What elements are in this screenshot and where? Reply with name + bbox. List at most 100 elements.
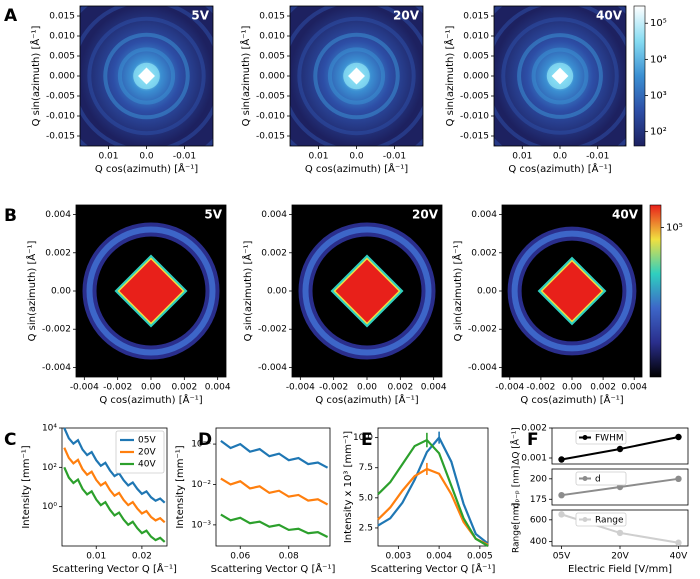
legend-marker [582,435,588,440]
legend-label: 05V [138,436,156,446]
scattering-ring [297,16,416,136]
x-axis-label: Q cos(azimuth) [Å⁻¹] [305,162,408,175]
y-tick-label: 10⁴ [42,424,57,434]
y-tick-label: 10⁻² [191,480,211,490]
colorbar-tick-label: 10⁴ [650,54,667,65]
plot-frame [551,427,689,465]
y-tick-label: 0.015 [49,12,75,22]
x-tick-label: 0.002 [387,383,413,393]
x-tick-label: -0.002 [319,383,348,393]
y-axis-label: dₚ₋ₚ [nm] [512,466,522,509]
y-tick-label: 0.000 [259,72,285,82]
data-line [377,438,489,547]
scattering-ring [501,17,619,135]
y-tick-label: 2.5 [359,523,373,533]
plot-frame [215,427,331,547]
x-tick-label: 40V [670,552,688,562]
y-tick-label: -0.015 [46,132,75,142]
x-tick-label: -0.004 [286,383,315,393]
x-tick-label: 0.0 [349,152,364,162]
heatmap-image [76,205,226,377]
y-tick-label: 10² [42,463,57,473]
y-tick-label: -0.005 [256,92,285,102]
x-axis-label: Scattering Vector Q [Å⁻¹] [211,562,336,575]
scattering-ring-core [86,226,216,356]
y-tick-label: -0.015 [256,132,285,142]
x-axis-label: Electric Field [V/mm] [568,564,672,575]
y-tick-label: 0.002 [471,248,497,258]
panel-label: E [361,430,373,450]
y-tick-label: 200 [530,474,547,484]
legend-marker [582,476,588,481]
colorbar-tick-label: 10³ [650,90,667,101]
x-tick-label: 0.01 [512,152,532,162]
center-peak [542,261,602,321]
y-tick-label: -0.010 [46,112,75,122]
data-point [675,433,682,441]
y-axis-label: ΔQ [Å⁻¹] [510,427,522,465]
data-point [558,456,565,463]
x-tick-label: 0.06 [230,552,250,562]
plot-frame [61,427,168,547]
center-peak [119,259,183,323]
x-tick-label: 0.08 [279,552,299,562]
heatmap-image [292,205,442,377]
y-tick-label: 7.5 [359,463,373,473]
x-tick-label: -0.01 [173,152,196,162]
x-tick-label: 0.01 [308,152,328,162]
data-point [675,475,682,483]
x-tick-label: 0.005 [467,552,493,562]
data-line [63,427,166,504]
y-tick-label: 175 [530,495,547,505]
x-tick-label: 20V [611,552,629,562]
y-tick-label: -0.005 [46,92,75,102]
y-tick-label: -0.002 [258,325,287,335]
scattering-ring [531,47,589,105]
scattering-ring [327,47,386,105]
x-axis-label: Q cos(azimuth) [Å⁻¹] [95,162,198,175]
data-line [220,513,329,539]
legend-label: 20V [138,448,156,458]
data-line [63,447,166,524]
y-tick-label: 10⁰ [42,502,57,512]
x-tick-label: 0.00 [141,383,161,393]
panel-label: A [4,6,18,26]
legend-label: FWHM [595,434,624,444]
x-tick-label: 0.0 [139,152,154,162]
beam-stop [138,67,155,85]
y-axis-label: Q sin(azimuth) [Å⁻¹] [241,241,254,342]
data-point [616,529,624,537]
heatmap-image [494,6,626,146]
colorbar-tick-label: 10⁵ [666,223,683,234]
heatmap-image [502,205,642,377]
y-tick-label: 0.015 [463,12,489,22]
data-line [63,466,166,543]
x-tick-label: 0.004 [421,383,447,393]
scattering-ring [313,32,400,120]
legend-box [575,512,627,527]
x-tick-label: 05V [553,552,571,562]
x-tick-label: 0.004 [621,383,647,393]
colorbar-tick-label: 10⁵ [650,18,667,29]
center-peak [335,259,399,323]
panel-label: D [198,430,212,450]
legend-label: d [595,475,601,485]
legend-box [115,430,165,474]
x-axis-label: Scattering Vector Q [Å⁻¹] [52,562,177,575]
y-tick-label: -0.002 [42,325,71,335]
panel-label: B [4,206,17,226]
x-tick-label: -0.004 [495,383,524,393]
y-tick-label: 0.002 [521,424,547,434]
y-tick-label: -0.015 [460,132,489,142]
y-tick-label: 0.015 [259,12,285,22]
y-axis-label: Q sin(azimuth) [Å⁻¹] [451,241,464,342]
y-tick-label: -0.010 [460,112,489,122]
scattering-ring-core [511,230,633,352]
x-tick-label: 0.02 [132,552,152,562]
y-tick-label: -0.010 [256,112,285,122]
y-tick-label: -0.005 [460,92,489,102]
panel-label: F [527,430,539,450]
y-tick-label: 0.004 [471,210,497,220]
x-axis-label: Scattering Vector Q [Å⁻¹] [371,562,496,575]
y-axis-label: Q sin(azimuth) [Å⁻¹] [29,26,42,127]
